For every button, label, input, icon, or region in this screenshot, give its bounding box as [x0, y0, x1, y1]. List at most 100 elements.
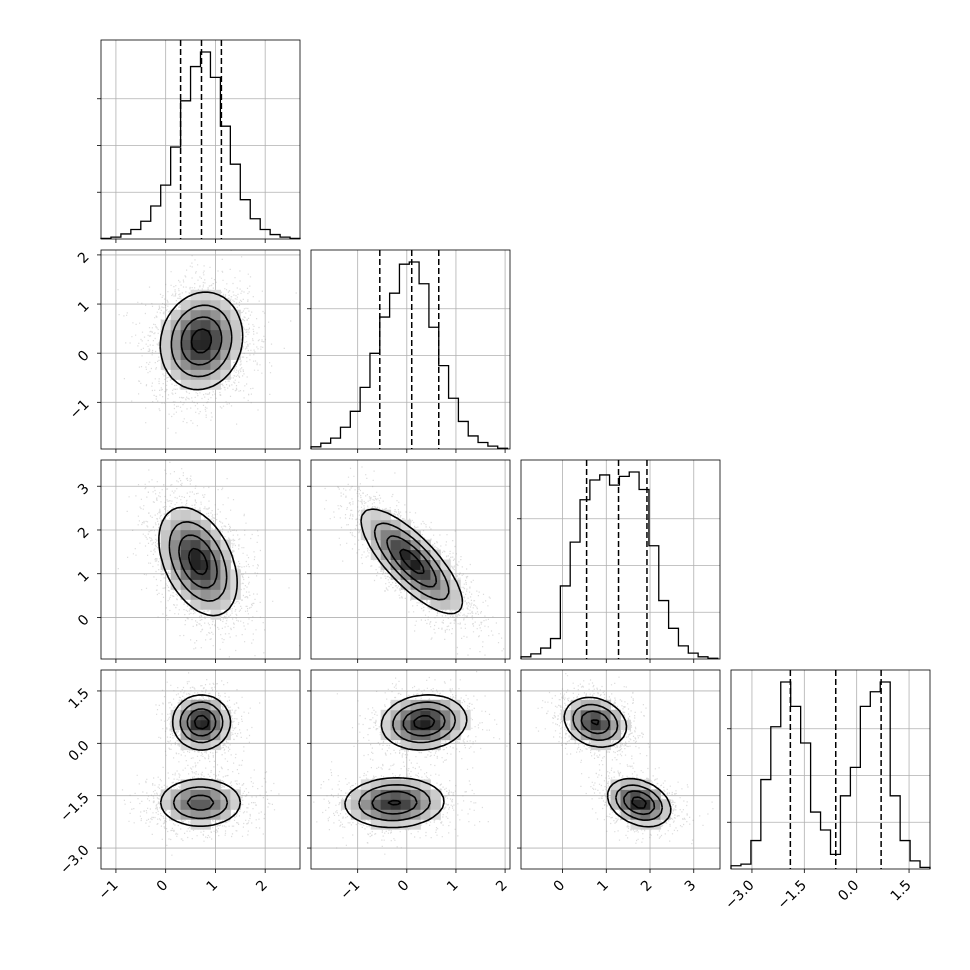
density-cell — [430, 549, 441, 560]
density-cell — [190, 509, 201, 521]
contour-level-3 — [190, 328, 213, 354]
density-cell — [170, 369, 182, 380]
density-cell — [200, 739, 211, 751]
density-cell — [360, 509, 372, 521]
density-cell — [170, 559, 182, 570]
density-cell — [590, 729, 602, 741]
density-cell — [410, 549, 421, 560]
density-cell — [200, 579, 211, 590]
density-cell — [180, 519, 192, 531]
density-cell — [220, 329, 231, 341]
density-cell — [360, 529, 372, 541]
density-cell — [220, 539, 231, 551]
contour-level-1 — [572, 703, 664, 821]
density-cell — [210, 309, 221, 321]
x-tick-label: 1.5 — [888, 877, 915, 904]
contour-level-3 — [193, 714, 210, 730]
density-cell — [160, 799, 172, 810]
density-layer — [535, 673, 714, 845]
density-cell — [200, 329, 211, 341]
density-cell — [190, 329, 201, 341]
density-cell — [180, 329, 192, 341]
density-cell — [410, 589, 421, 600]
panel-1-2 — [307, 459, 511, 663]
density-cell — [190, 319, 201, 331]
density-cell — [200, 599, 211, 610]
panel-0-1 — [97, 249, 301, 453]
density-cell — [400, 539, 411, 551]
density-cell — [650, 819, 661, 830]
density-cell — [420, 699, 431, 711]
density-cell — [210, 299, 221, 311]
x-tick-label: 2 — [253, 877, 271, 895]
density-cell — [180, 719, 192, 731]
density-cell — [190, 309, 201, 321]
density-cell — [190, 599, 201, 610]
density-cell — [440, 579, 451, 590]
x-tick-label: −3.0 — [722, 877, 757, 912]
density-cell — [160, 539, 172, 551]
density-cell — [170, 529, 182, 541]
density-cell — [450, 589, 461, 600]
density-cell — [410, 579, 421, 590]
density-cell — [230, 569, 241, 580]
density-cell — [180, 579, 192, 590]
density-cell — [190, 809, 201, 820]
panel-frame — [520, 669, 721, 870]
density-cell — [200, 359, 211, 370]
density-cell — [190, 299, 201, 311]
density-cell — [220, 339, 231, 350]
density-cell — [160, 359, 172, 370]
density-cell — [600, 699, 612, 711]
density-cell — [630, 789, 641, 800]
density-cell — [170, 709, 182, 721]
density-cell — [450, 709, 461, 721]
density-cell — [420, 569, 431, 580]
density-cell — [210, 729, 221, 741]
density-cell — [420, 809, 431, 820]
density-cell — [180, 549, 192, 560]
density-cell — [420, 739, 431, 751]
density-cell — [640, 779, 651, 790]
density-cell — [660, 809, 671, 820]
density-cell — [230, 329, 241, 341]
x-tick-label: 3 — [682, 877, 700, 895]
density-cell — [650, 799, 661, 810]
density-cell — [620, 779, 631, 790]
density-cell — [390, 789, 402, 800]
density-cell — [230, 799, 241, 810]
density-cell — [220, 799, 231, 810]
x-tick-label: −1 — [96, 877, 122, 903]
density-cell — [200, 349, 211, 360]
density-cell — [590, 709, 602, 721]
density-cell — [210, 539, 221, 551]
density-cell — [160, 329, 172, 341]
density-cell — [380, 779, 392, 790]
density-cell — [430, 729, 441, 741]
density-cell — [210, 319, 221, 331]
density-cell — [350, 799, 362, 810]
density-cell — [410, 569, 421, 580]
density-cell — [200, 809, 211, 820]
density-cell — [200, 789, 211, 800]
density-cell — [200, 549, 211, 560]
density-cell — [420, 559, 431, 570]
density-cell — [160, 549, 172, 560]
density-cell — [170, 509, 182, 521]
density-cell — [220, 299, 231, 311]
density-cell — [220, 719, 231, 731]
density-cell — [340, 799, 352, 810]
panel-frame — [100, 249, 301, 450]
density-cell — [610, 719, 621, 731]
density-cell — [190, 569, 201, 580]
density-cell — [400, 819, 411, 830]
density-cell — [600, 709, 612, 721]
density-cell — [180, 309, 192, 321]
density-cell — [170, 549, 182, 560]
density-cell — [210, 339, 221, 350]
x-tick-label: 1 — [203, 877, 221, 895]
density-cell — [600, 729, 612, 741]
density-cell — [580, 709, 592, 721]
contour-level-2 — [180, 316, 223, 366]
y-tick-label: 0 — [75, 348, 93, 366]
